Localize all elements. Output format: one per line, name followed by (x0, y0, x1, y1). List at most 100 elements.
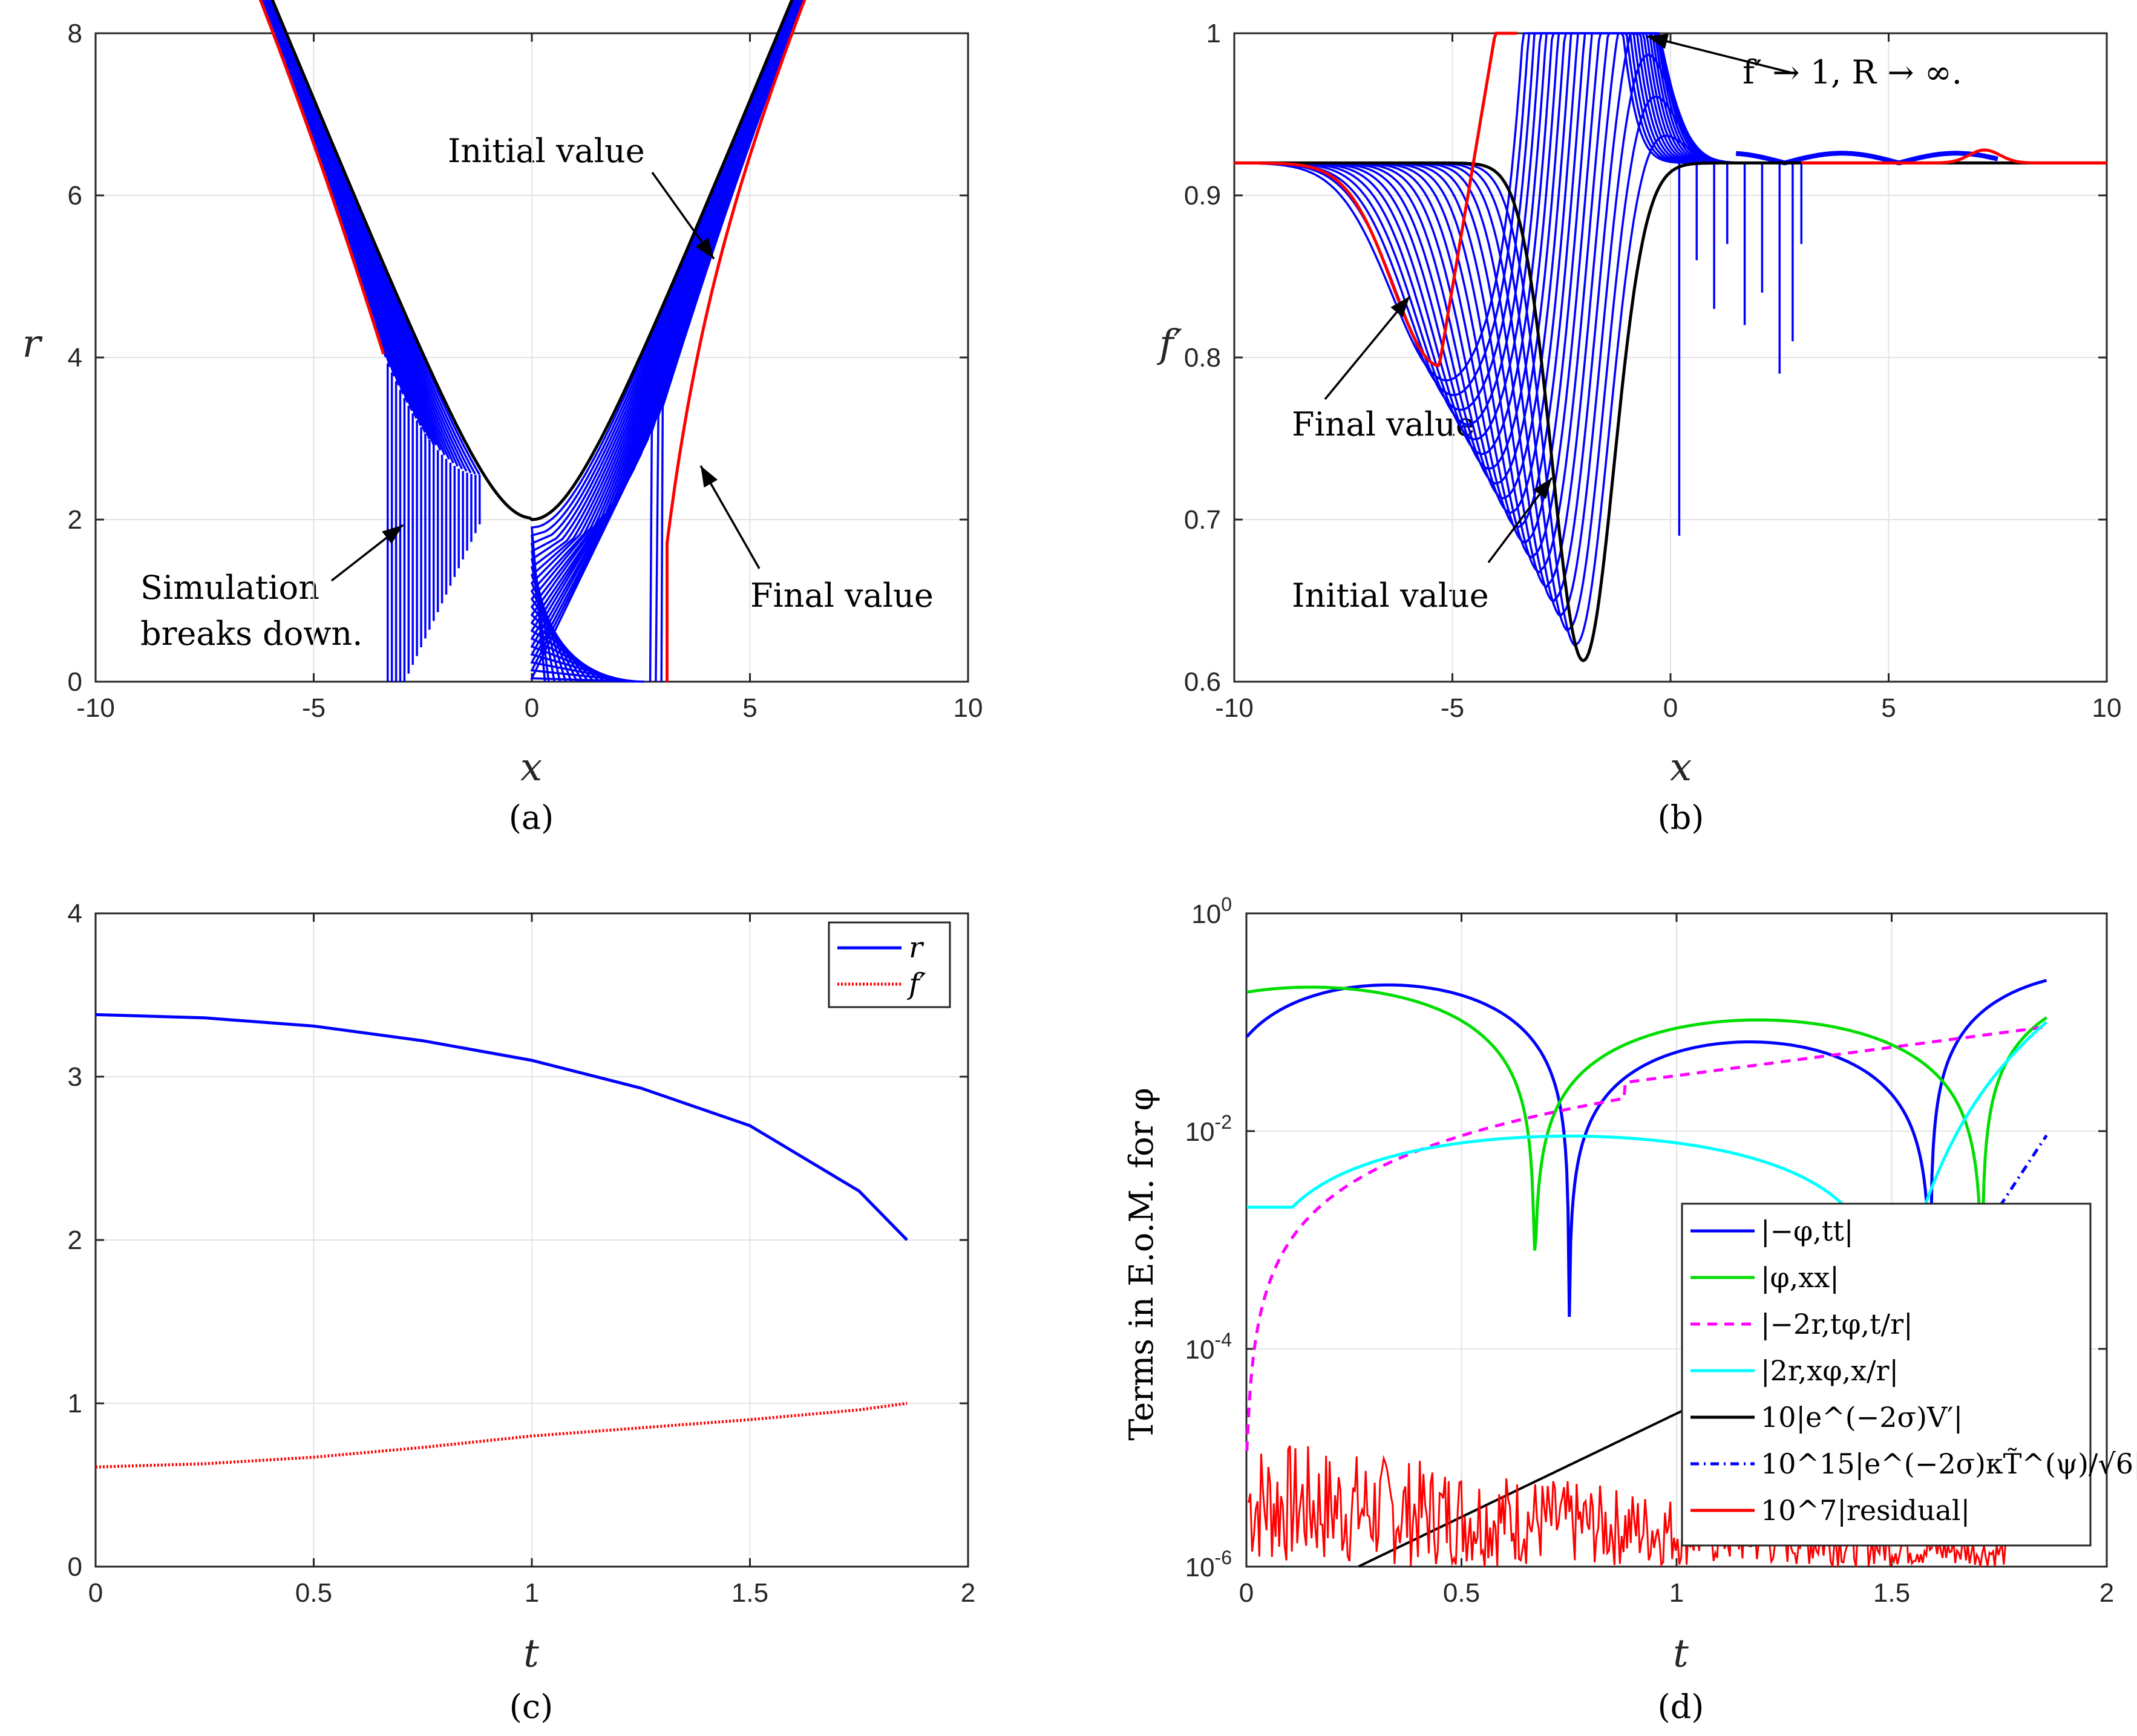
legend-label-d: |−φ,tt| (1761, 1215, 1853, 1247)
tick-label-y-a: 2 (68, 505, 82, 535)
tick-label-y-a: 8 (68, 19, 82, 48)
tick-label-x-c: 2 (961, 1578, 975, 1608)
tick-label-y-d: 10-2 (1185, 1111, 1232, 1147)
annotation-arrow-b-limit-head (1647, 33, 1669, 49)
series-line-a-intermediate (264, 0, 431, 440)
tick-label-y-a: 4 (68, 343, 82, 373)
legend-label-d: 10|e^(−2σ)V′| (1761, 1401, 1963, 1434)
annotation-a-final: Final value (750, 576, 934, 615)
series-line-c-0 (95, 1013, 908, 1241)
tick-exponent-d: -6 (1215, 1547, 1232, 1568)
tick-exponent-d: -2 (1215, 1111, 1232, 1133)
legend-label-d: |φ,xx| (1761, 1261, 1839, 1294)
annotation-arrow-b-final-head (1390, 296, 1410, 318)
annotation-b-limit: f′ → 1, R → ∞. (1743, 53, 1962, 91)
series-line-a-intermediate (264, 0, 427, 433)
annotation-arrow-a-sim-head (382, 525, 403, 544)
tick-label-y-d: 100 (1191, 893, 1232, 929)
legend-label-d: |−2r,tφ,t/r| (1761, 1308, 1913, 1340)
tick-label-x-b: -5 (1441, 693, 1464, 723)
tick-label-y-c: 4 (68, 899, 82, 928)
annotation-arrow-a-final-head (701, 466, 718, 488)
series-line-a-intermediate (265, 0, 437, 446)
tick-label-y-b: 0.8 (1184, 343, 1221, 373)
tick-label-x-c: 0 (88, 1578, 103, 1608)
ylabel-b: f′ (1157, 322, 1183, 367)
series-line-a-intermediate (265, 0, 435, 446)
tick-label-x-b: 0 (1663, 693, 1678, 723)
series-line-d-tensor (1998, 1134, 2048, 1207)
series-line-b-final-tail (1801, 148, 2107, 165)
ylabel-d: Terms in E.o.M. for φ (1122, 1088, 1160, 1440)
legend-label-d: 10^7|residual| (1761, 1494, 1970, 1527)
xlabel-c: t (523, 1631, 539, 1676)
annotation-arrow-b-final (1324, 295, 1411, 400)
tick-label-x-a: -5 (302, 693, 326, 723)
tick-label-y-b: 0.7 (1184, 505, 1221, 535)
legend-label-c: f′ (907, 967, 926, 1001)
caption-d: (d) (1658, 1688, 1704, 1726)
legend-box-d (1681, 1202, 2092, 1547)
tick-label-y-c: 3 (68, 1062, 82, 1092)
tick-label-x-a: 10 (954, 693, 983, 723)
series-line-d-phitt (1245, 979, 2047, 1317)
tick-label-y-d: 10-4 (1185, 1329, 1232, 1365)
series-line-a-initial (270, 0, 794, 521)
caption-a: (a) (509, 798, 554, 837)
tick-label-x-b: -10 (1215, 693, 1254, 723)
series-line-b-initial (1234, 161, 2107, 662)
annotation-b-initial: Initial value (1292, 576, 1489, 615)
annotation-a-sim2: breaks down. (140, 615, 362, 653)
tick-label-y-c: 2 (68, 1225, 82, 1255)
annotation-arrow-a-initial-head (695, 237, 714, 259)
tick-exponent-d: 0 (1221, 893, 1232, 915)
annotation-b-final: Final value (1292, 405, 1475, 443)
series-line-a-final-left (258, 0, 385, 355)
caption-c: (c) (509, 1688, 553, 1726)
legend-label-d: 10^15|e^(−2σ)κT̃^(ψ)/√6| (1761, 1447, 2137, 1480)
tick-label-x-d: 0.5 (1443, 1578, 1480, 1608)
tick-label-x-a: 0 (525, 693, 539, 723)
annotation-arrow-b-initial-head (1533, 478, 1552, 499)
caption-b: (b) (1658, 798, 1704, 837)
tick-label-y-b: 1 (1206, 19, 1221, 48)
tick-label-x-d: 1 (1669, 1578, 1684, 1608)
tick-label-y-b: 0.6 (1184, 667, 1221, 697)
tick-exponent-d: -4 (1215, 1329, 1232, 1351)
legend-box-c (828, 921, 951, 1008)
tick-label-y-a: 6 (68, 181, 82, 210)
series-line-a-intermediate (263, 0, 422, 426)
annotation-arrow-b-limit (1646, 35, 1792, 74)
series-line-c-1 (95, 1402, 908, 1469)
xlabel-a: x (520, 745, 542, 790)
annotation-a-initial: Initial value (448, 132, 645, 170)
tick-label-y-b: 0.9 (1184, 181, 1221, 210)
series-line-d-rtphit (1245, 1025, 2047, 1452)
xlabel-b: x (1670, 745, 1692, 790)
series-line-d-residual (1248, 1445, 2007, 1567)
tick-label-x-d: 0 (1239, 1578, 1254, 1608)
tick-label-x-a: 5 (742, 693, 757, 723)
series-group-b (1234, 31, 2107, 662)
legend-label-c: r (909, 931, 925, 965)
tick-label-y-c: 0 (68, 1552, 82, 1582)
annotation-a-sim1: Simulation (140, 569, 319, 607)
xlabel-d: t (1673, 1631, 1689, 1676)
series-line-d-phixx (1246, 985, 2047, 1251)
tick-label-x-c: 0.5 (295, 1578, 332, 1608)
ylabel-a: r (22, 322, 43, 367)
tick-label-x-b: 10 (2092, 693, 2122, 723)
tick-label-y-a: 0 (68, 667, 82, 697)
series-line-b-final (1234, 31, 1517, 368)
tick-label-x-d: 2 (2099, 1578, 2114, 1608)
tick-label-x-c: 1 (525, 1578, 539, 1608)
legend-label-d: |2r,xφ,x/r| (1761, 1354, 1899, 1387)
series-group-c (95, 1013, 908, 1469)
tick-label-x-d: 1.5 (1873, 1578, 1910, 1608)
tick-label-x-b: 5 (1881, 693, 1896, 723)
series-line-a-final-right (666, 0, 807, 682)
tick-label-x-c: 1.5 (731, 1578, 768, 1608)
tick-label-x-a: -10 (76, 693, 115, 723)
